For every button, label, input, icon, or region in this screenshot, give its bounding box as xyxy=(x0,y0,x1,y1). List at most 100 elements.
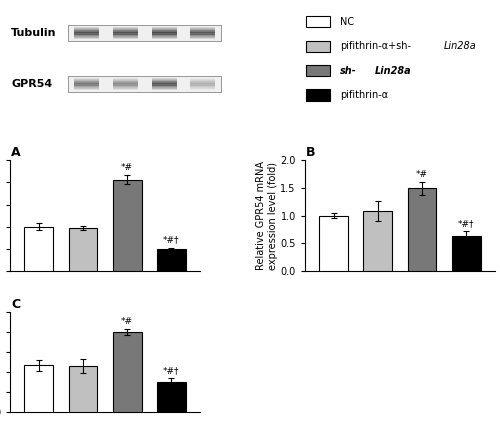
Bar xyxy=(74,34,99,35)
Bar xyxy=(112,29,138,30)
Bar xyxy=(112,79,138,80)
Text: *#: *# xyxy=(121,163,133,172)
Bar xyxy=(24,366,53,412)
Bar xyxy=(190,32,216,33)
Bar xyxy=(112,83,138,84)
Bar xyxy=(190,84,216,85)
Text: GPR54: GPR54 xyxy=(12,79,52,89)
Text: Lin28a: Lin28a xyxy=(375,65,412,76)
Bar xyxy=(152,29,176,30)
Bar xyxy=(190,85,216,86)
Bar xyxy=(190,81,216,82)
Bar xyxy=(152,80,176,81)
Y-axis label: Relative GPR54 mRNA
expression level (fold): Relative GPR54 mRNA expression level (fo… xyxy=(256,161,278,270)
Text: B: B xyxy=(306,146,316,159)
Bar xyxy=(74,87,99,88)
Bar xyxy=(190,82,216,83)
Bar xyxy=(68,366,98,412)
Bar xyxy=(113,332,141,412)
Bar xyxy=(74,31,99,32)
Bar xyxy=(152,81,176,82)
Text: *#†: *#† xyxy=(163,235,180,244)
Bar xyxy=(113,180,141,271)
Bar xyxy=(152,34,176,35)
Bar xyxy=(74,81,99,82)
Bar xyxy=(190,31,216,32)
Text: pifithrin-α: pifithrin-α xyxy=(340,90,388,100)
Bar xyxy=(112,28,138,29)
Bar xyxy=(112,80,138,81)
Text: sh-: sh- xyxy=(340,65,357,76)
Bar xyxy=(152,80,176,81)
Bar xyxy=(74,79,99,80)
Bar xyxy=(74,34,99,35)
Bar xyxy=(152,83,176,84)
Bar xyxy=(152,35,176,36)
Bar xyxy=(190,81,216,82)
Bar xyxy=(112,33,138,34)
Bar xyxy=(190,86,216,87)
Bar xyxy=(190,82,216,83)
Bar xyxy=(190,37,216,38)
Bar xyxy=(152,28,176,29)
Bar xyxy=(190,27,216,28)
Bar xyxy=(152,32,176,33)
Bar xyxy=(112,33,138,34)
Bar xyxy=(190,80,216,81)
Bar xyxy=(112,84,138,85)
Bar xyxy=(112,34,138,35)
Bar xyxy=(74,28,99,29)
Bar xyxy=(74,32,99,33)
Text: *#: *# xyxy=(416,170,428,178)
Bar xyxy=(190,80,216,81)
Bar xyxy=(190,84,216,85)
Bar xyxy=(112,35,138,36)
Bar xyxy=(74,80,99,81)
Bar xyxy=(74,81,99,82)
Bar xyxy=(319,215,348,271)
Bar xyxy=(74,78,99,79)
Bar xyxy=(112,37,138,38)
Bar xyxy=(68,25,221,41)
Bar xyxy=(74,82,99,83)
Text: Lin28a: Lin28a xyxy=(444,41,476,51)
Bar xyxy=(152,86,176,87)
Bar xyxy=(112,88,138,89)
Bar xyxy=(112,80,138,81)
Bar xyxy=(190,32,216,33)
Bar xyxy=(152,88,176,89)
Bar xyxy=(190,35,216,36)
Bar xyxy=(112,89,138,90)
Text: *#: *# xyxy=(121,317,133,326)
Bar xyxy=(152,85,176,86)
Text: A: A xyxy=(12,146,21,159)
Bar xyxy=(112,87,138,88)
Bar xyxy=(74,35,99,36)
Bar xyxy=(152,33,176,34)
Bar xyxy=(306,41,330,52)
Bar xyxy=(452,236,480,271)
Bar xyxy=(190,85,216,86)
Bar xyxy=(190,30,216,31)
Bar xyxy=(190,78,216,79)
Bar xyxy=(68,76,221,92)
Bar xyxy=(112,30,138,31)
Bar xyxy=(190,30,216,31)
Bar xyxy=(152,79,176,80)
Bar xyxy=(74,80,99,81)
Bar xyxy=(190,34,216,35)
Bar xyxy=(112,27,138,28)
Bar xyxy=(152,83,176,84)
Bar xyxy=(112,28,138,29)
Bar xyxy=(190,83,216,84)
Bar xyxy=(112,82,138,83)
Bar xyxy=(112,86,138,87)
Bar xyxy=(152,32,176,33)
Bar xyxy=(306,65,330,76)
Bar xyxy=(74,85,99,86)
Bar xyxy=(112,78,138,79)
Bar xyxy=(74,89,99,90)
Bar xyxy=(74,88,99,89)
Bar xyxy=(152,29,176,30)
Bar xyxy=(152,85,176,86)
